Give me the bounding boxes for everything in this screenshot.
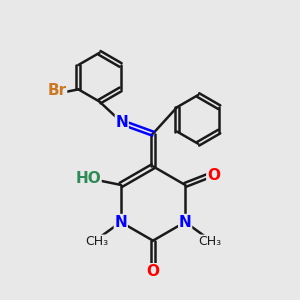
Text: O: O <box>146 264 160 279</box>
Text: CH₃: CH₃ <box>198 235 221 248</box>
Text: O: O <box>207 168 220 183</box>
Text: CH₃: CH₃ <box>85 235 108 248</box>
Text: Br: Br <box>47 83 67 98</box>
Text: N: N <box>179 214 191 230</box>
Text: N: N <box>114 214 127 230</box>
Text: N: N <box>116 115 128 130</box>
Text: HO: HO <box>75 171 101 186</box>
